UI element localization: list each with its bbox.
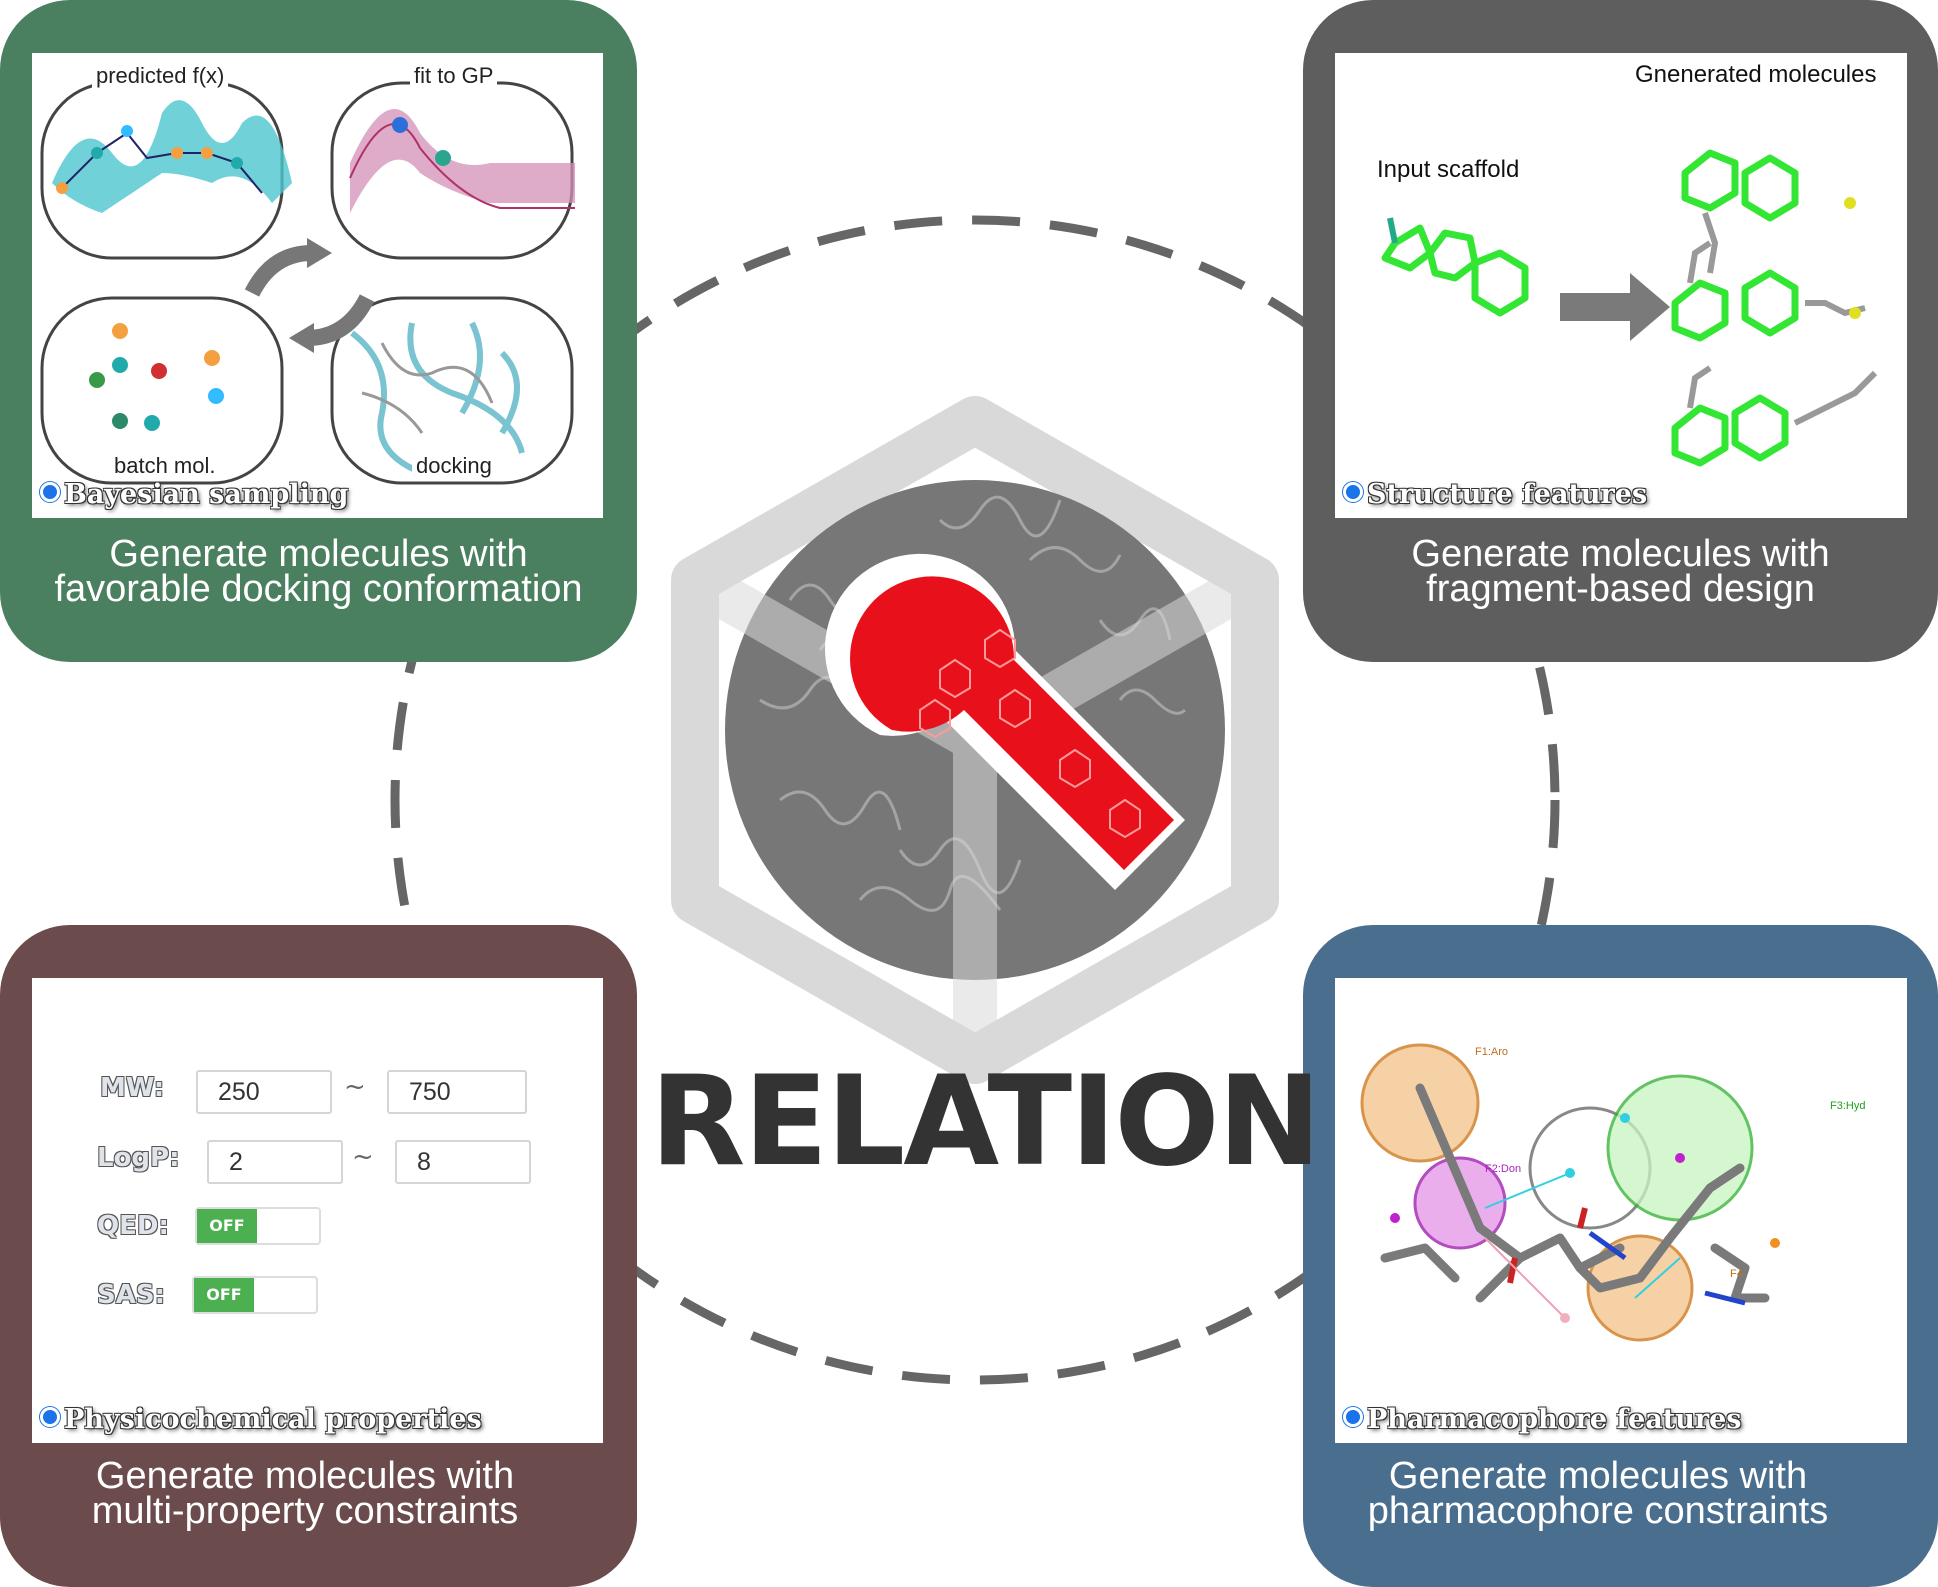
label-input-scaffold: Input scaffold — [1377, 156, 1520, 183]
panel-bayesian-sampling: predicted f(x) fit to GP batch mol. dock… — [0, 0, 637, 662]
bullet-icon — [40, 1407, 60, 1427]
panel-structure-features: Input scaffold Gnenerated molecules Stru… — [1303, 0, 1938, 662]
label-fit-to-gp: fit to GP — [410, 63, 498, 89]
caption-pharmacophore: Generate molecules with pharmacophore co… — [1367, 1455, 1829, 1532]
caption-structure: Generate molecules with fragment-based d… — [1411, 533, 1830, 610]
label-f3-hyd: F3:Hyd — [1830, 1100, 1866, 1112]
panel-pharmacophore: F1:Aro F2:Don F3:Hyd F4 Pharmacophore fe… — [1303, 925, 1938, 1587]
label-batch-mol: batch mol. — [110, 453, 220, 479]
qed-toggle[interactable]: OFF — [195, 1207, 321, 1245]
pharmacophore-figure: F1:Aro F2:Don F3:Hyd F4 Pharmacophore fe… — [1335, 978, 1907, 1443]
caption-physicochemical: Generate molecules with multi-property c… — [91, 1455, 519, 1532]
logo-keyhole — [825, 553, 1185, 890]
tag-structure-features: Structure features — [1343, 479, 1647, 510]
logp-min-field[interactable]: 2 — [207, 1140, 343, 1184]
property-form: MW: 250 ~ 750 LogP: 2 ~ 8 QED: OFF SAS: … — [32, 978, 603, 1443]
sas-toggle-state: OFF — [194, 1278, 254, 1312]
label-f1-aro: F1:Aro — [1475, 1046, 1509, 1058]
caption-bayesian: Generate molecules with favorable dockin… — [54, 533, 583, 610]
dashed-cycle-ring — [390, 215, 1560, 1385]
relation-title: RELATION — [650, 1050, 1321, 1194]
mw-max-field[interactable]: 750 — [387, 1070, 527, 1114]
tag-physicochemical: Physicochemical properties — [40, 1404, 482, 1435]
tag-pharmacophore: Pharmacophore features — [1343, 1404, 1741, 1435]
label-f4: F4 — [1730, 1268, 1743, 1280]
bullet-icon — [1343, 1407, 1363, 1427]
bayesian-figure: predicted f(x) fit to GP batch mol. dock… — [32, 53, 603, 518]
mw-min-field[interactable]: 250 — [196, 1070, 332, 1114]
tilde-logp: ~ — [352, 1142, 374, 1172]
label-sas: SAS: — [97, 1280, 165, 1310]
label-mw: MW: — [100, 1073, 165, 1103]
label-predicted-fx: predicted f(x) — [92, 63, 229, 89]
bullet-icon — [1343, 482, 1363, 502]
tilde-mw: ~ — [344, 1072, 366, 1102]
label-docking: docking — [412, 453, 496, 479]
label-logp: LogP: — [97, 1143, 180, 1173]
logp-max-field[interactable]: 8 — [395, 1140, 531, 1184]
structure-figure: Input scaffold Gnenerated molecules Stru… — [1335, 53, 1907, 518]
qed-toggle-state: OFF — [197, 1209, 257, 1243]
panel-physicochemical: MW: 250 ~ 750 LogP: 2 ~ 8 QED: OFF SAS: … — [0, 925, 637, 1587]
sas-toggle[interactable]: OFF — [192, 1276, 318, 1314]
pharmacophore-diagram — [1360, 1043, 1780, 1342]
label-generated-molecules: Gnenerated molecules — [1635, 61, 1877, 88]
bullet-icon — [40, 482, 60, 502]
bayesian-diagram — [40, 81, 575, 485]
tag-bayesian-sampling: Bayesian sampling — [40, 479, 348, 510]
label-qed: QED: — [97, 1211, 169, 1241]
label-f2-don: F2:Don — [1485, 1163, 1522, 1175]
molecule-diagram — [1381, 149, 1878, 467]
